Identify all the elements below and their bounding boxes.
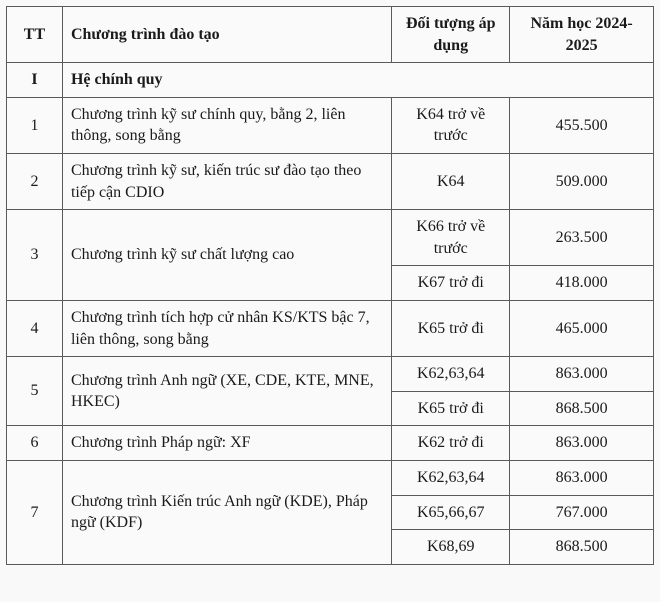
- section-title: Hệ chính quy: [62, 63, 653, 98]
- table-row: 3 Chương trình kỹ sư chất lượng cao K66 …: [7, 210, 654, 266]
- cell-obj: K62,63,64: [392, 460, 510, 495]
- cell-fee: 767.000: [510, 495, 654, 530]
- cell-tt: 4: [7, 300, 63, 356]
- header-row: TT Chương trình đào tạo Đối tượng áp dụn…: [7, 7, 654, 63]
- cell-tt: 6: [7, 426, 63, 461]
- cell-program: Chương trình kỹ sư chất lượng cao: [62, 210, 391, 301]
- cell-tt: 5: [7, 357, 63, 426]
- col-header-program: Chương trình đào tạo: [62, 7, 391, 63]
- table-body: I Hệ chính quy 1 Chương trình kỹ sư chín…: [7, 63, 654, 565]
- cell-program: Chương trình Pháp ngữ: XF: [62, 426, 391, 461]
- cell-obj: K65,66,67: [392, 495, 510, 530]
- cell-fee: 465.000: [510, 300, 654, 356]
- cell-fee: 863.000: [510, 460, 654, 495]
- cell-fee: 418.000: [510, 266, 654, 301]
- table-row: 1 Chương trình kỹ sư chính quy, bằng 2, …: [7, 97, 654, 153]
- cell-tt: 1: [7, 97, 63, 153]
- cell-program: Chương trình Anh ngữ (XE, CDE, KTE, MNE,…: [62, 357, 391, 426]
- cell-fee: 263.500: [510, 210, 654, 266]
- cell-fee: 455.500: [510, 97, 654, 153]
- cell-tt: 2: [7, 153, 63, 209]
- cell-obj: K65 trở đi: [392, 300, 510, 356]
- cell-obj: K64 trở về trước: [392, 97, 510, 153]
- col-header-year: Năm học 2024-2025: [510, 7, 654, 63]
- cell-tt: 7: [7, 460, 63, 564]
- cell-obj: K62,63,64: [392, 357, 510, 392]
- cell-program: Chương trình kỹ sư chính quy, bằng 2, li…: [62, 97, 391, 153]
- section-row: I Hệ chính quy: [7, 63, 654, 98]
- tuition-table: TT Chương trình đào tạo Đối tượng áp dụn…: [6, 6, 654, 565]
- table-row: 2 Chương trình kỹ sư, kiến trúc sư đào t…: [7, 153, 654, 209]
- table-row: 7 Chương trình Kiến trúc Anh ngữ (KDE), …: [7, 460, 654, 495]
- cell-obj: K64: [392, 153, 510, 209]
- cell-fee: 868.500: [510, 391, 654, 426]
- cell-fee: 868.500: [510, 530, 654, 565]
- col-header-applies-to: Đối tượng áp dụng: [392, 7, 510, 63]
- cell-tt: 3: [7, 210, 63, 301]
- cell-program: Chương trình tích hợp cử nhân KS/KTS bậc…: [62, 300, 391, 356]
- table-row: 5 Chương trình Anh ngữ (XE, CDE, KTE, MN…: [7, 357, 654, 392]
- section-num: I: [7, 63, 63, 98]
- cell-obj: K68,69: [392, 530, 510, 565]
- col-header-tt: TT: [7, 7, 63, 63]
- cell-obj: K66 trở về trước: [392, 210, 510, 266]
- cell-obj: K67 trở đi: [392, 266, 510, 301]
- cell-fee: 863.000: [510, 426, 654, 461]
- cell-program: Chương trình kỹ sư, kiến trúc sư đào tạo…: [62, 153, 391, 209]
- cell-program: Chương trình Kiến trúc Anh ngữ (KDE), Ph…: [62, 460, 391, 564]
- table-row: 6 Chương trình Pháp ngữ: XF K62 trở đi 8…: [7, 426, 654, 461]
- table-row: 4 Chương trình tích hợp cử nhân KS/KTS b…: [7, 300, 654, 356]
- cell-obj: K62 trở đi: [392, 426, 510, 461]
- cell-obj: K65 trở đi: [392, 391, 510, 426]
- cell-fee: 863.000: [510, 357, 654, 392]
- cell-fee: 509.000: [510, 153, 654, 209]
